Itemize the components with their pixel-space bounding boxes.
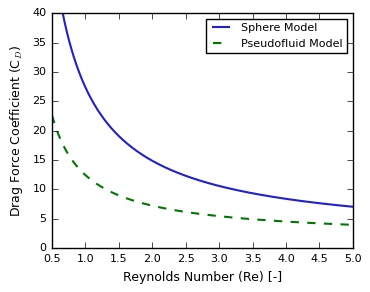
Line: Pseudofluid Model: Pseudofluid Model <box>52 115 353 225</box>
Legend: Sphere Model, Pseudofluid Model: Sphere Model, Pseudofluid Model <box>206 19 347 53</box>
Pseudofluid Model <box>182 210 187 213</box>
Pseudofluid Model <box>285 220 289 223</box>
Pseudofluid Model <box>50 113 54 117</box>
Sphere Model <box>285 197 289 201</box>
Sphere Model <box>256 193 261 196</box>
Pseudofluid Model <box>80 171 85 174</box>
Sphere Model <box>182 174 187 177</box>
Sphere Model <box>351 205 355 208</box>
Pseudofluid Model <box>256 218 261 221</box>
Sphere Model <box>290 198 294 201</box>
Pseudofluid Model <box>351 223 355 227</box>
Pseudofluid Model <box>171 208 176 212</box>
Pseudofluid Model <box>290 220 294 224</box>
Sphere Model <box>171 169 176 173</box>
Sphere Model <box>80 79 85 83</box>
Y-axis label: Drag Force Coefficient (C$_D$): Drag Force Coefficient (C$_D$) <box>9 45 25 217</box>
X-axis label: Reynolds Number (Re) [-]: Reynolds Number (Re) [-] <box>123 271 282 284</box>
Line: Sphere Model: Sphere Model <box>52 0 353 207</box>
